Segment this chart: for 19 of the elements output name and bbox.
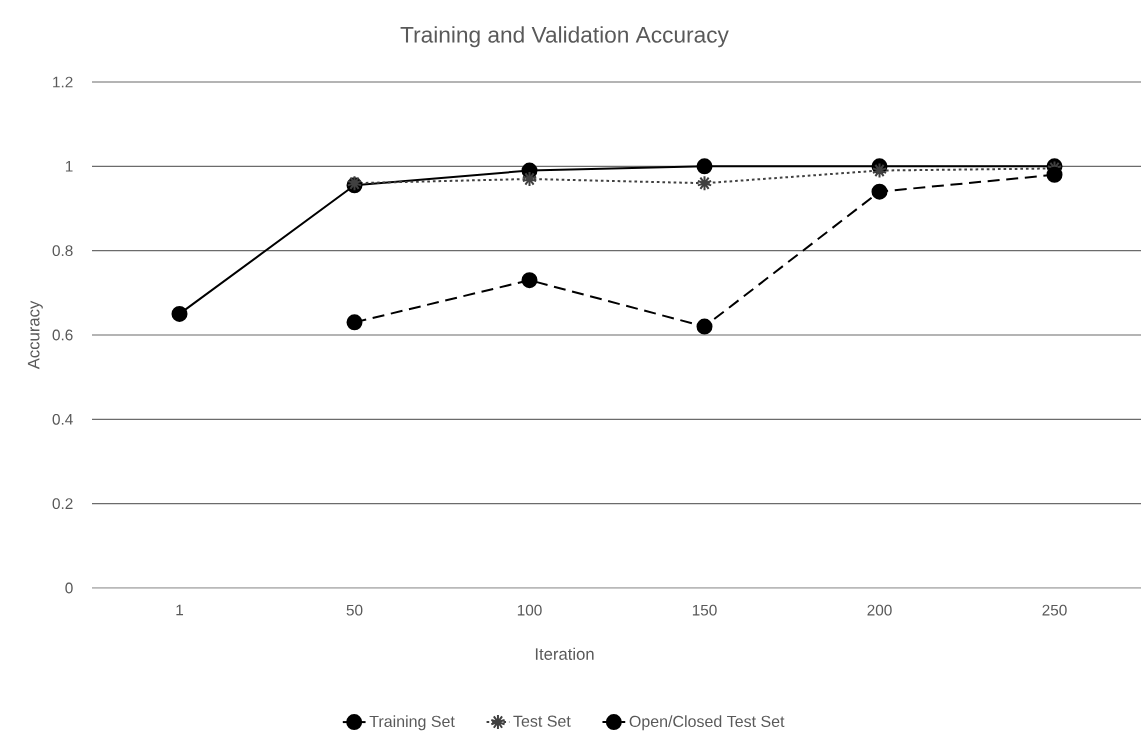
legend-label: Open/Closed Test Set [629,715,785,731]
y-axis-title: Accuracy [27,300,43,370]
chart-title: Training and Validation Accuracy [400,26,729,48]
y-tick-label: 0.8 [52,245,73,257]
x-tick-label: 50 [346,604,363,616]
x-axis-title: Iteration [535,647,594,660]
y-tick-label: 0.6 [52,329,73,341]
x-tick-label: 1 [176,604,184,616]
x-tick-label: 150 [692,604,717,616]
legend-label: Training Set [369,715,455,731]
y-tick-label: 1.2 [53,76,73,88]
y-tick-label: 0 [65,582,73,594]
x-tick-label: 200 [867,604,892,616]
legend-label: Test Set [513,715,571,727]
y-tick-label: 0.4 [52,413,73,425]
y-tick-label: 0.2 [52,498,73,510]
x-tick-label: 250 [1042,604,1067,616]
y-tick-label: 1 [65,161,73,172]
x-tick-label: 100 [517,604,542,616]
